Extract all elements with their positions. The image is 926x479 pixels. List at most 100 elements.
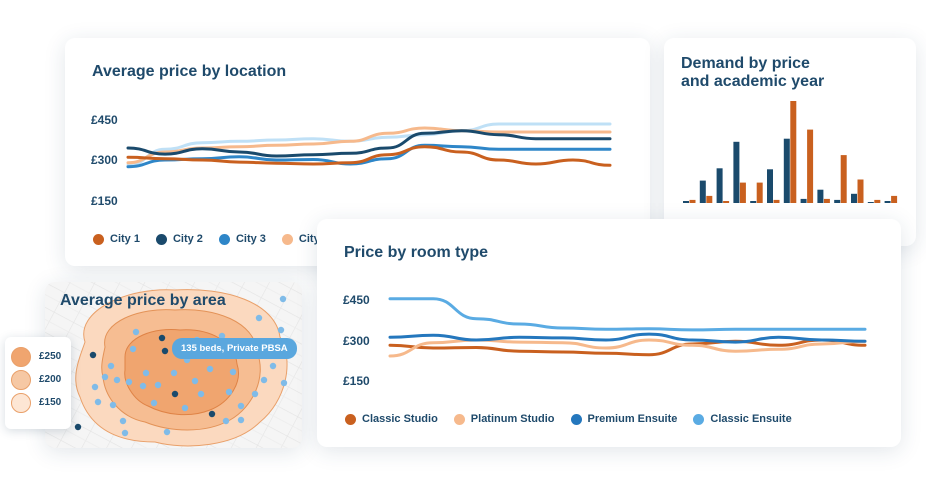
map-pin-40[interactable] [237,416,245,424]
map-pin-38[interactable] [74,423,82,431]
map-pin-15[interactable] [125,378,133,386]
map-pin-26[interactable] [150,399,158,407]
map-pin-41[interactable] [91,383,99,391]
demand-bar-2025-26-4 [739,182,746,203]
legend-platinum-studio-dot [453,413,465,425]
demand-bar-2024-25-8 [800,198,807,203]
legend-premium-ensuite-label: Premium Ensuite [587,413,678,425]
room-series-line-1 [388,338,867,357]
demand-bar-2025-26-5 [756,182,763,203]
location-legend: City 1 City 2 City 3 City 4 [93,233,345,245]
demand-bar-2024-25-1 [683,201,689,203]
map-pin-8[interactable] [132,328,140,336]
legend-classic-studio-dot [345,413,356,425]
map-pin-16[interactable] [113,376,121,384]
room-chart-card: Price by room type £450 £300 £150 Classi… [317,219,901,447]
map-pin-34[interactable] [94,398,102,406]
demand-bar-2024-25-4 [733,141,740,203]
map-pin-33[interactable] [269,362,277,370]
map-pin-7[interactable] [158,334,166,342]
legend-city-2: City 2 [155,233,203,245]
map-legend: £250 £200 £150 [5,337,71,429]
map-pin-35[interactable] [109,401,117,409]
demand-chart-title-line1: Demand by price [681,55,810,72]
map-pin-17[interactable] [101,373,109,381]
map-pin-19[interactable] [154,381,162,389]
demand-bar-2025-26-1 [689,199,696,203]
map-pin-1[interactable] [279,295,287,303]
map-pin-20[interactable] [191,377,199,385]
legend-city-3: City 3 [218,233,266,245]
map-pins [74,295,288,437]
demand-bar-2024-25-2 [699,180,706,203]
map-pin-12[interactable] [161,347,169,355]
legend-city-1-label: City 1 [110,233,140,245]
map-pin-32[interactable] [280,379,288,387]
demand-bar-2025-26-12 [874,199,881,203]
legend-city-2-label: City 2 [172,233,203,245]
map-pin-18[interactable] [139,382,147,390]
legend-platinum-studio-label: Platinum Studio [470,413,555,425]
map-pin-4[interactable] [218,332,226,340]
map-legend-250-swatch [11,346,31,367]
demand-bar-2025-26-6 [773,199,780,203]
legend-platinum-studio: Platinum Studio [453,413,555,425]
room-ytick-300: £300 [343,334,370,348]
demand-bar-2024-25-7 [783,138,790,203]
map-pin-9[interactable] [129,345,137,353]
demand-bar-2025-26-9 [823,198,830,203]
map-pin-28[interactable] [208,410,216,418]
map-pin-31[interactable] [260,376,268,384]
demand-bar-2025-26-8 [807,129,814,203]
map-pin-42[interactable] [222,417,230,425]
demand-bar-2024-25-6 [767,169,773,203]
map-pin-30[interactable] [251,390,259,398]
map-pin-29[interactable] [237,402,245,410]
legend-city-3-dot [218,233,230,245]
map-legend-150-label: £150 [39,397,62,408]
map-pin-39[interactable] [163,428,171,436]
legend-classic-ensuite-label: Classic Ensuite [710,413,792,425]
map-pin-3[interactable] [255,314,263,322]
legend-city-2-dot [155,233,167,245]
location-ytick-150: £150 [91,194,118,208]
map-pin-22[interactable] [229,368,237,376]
legend-classic-studio: Classic Studio [345,413,438,425]
map-pin-2[interactable] [277,326,285,334]
map-pin-36[interactable] [121,429,129,437]
map-pin-25[interactable] [171,390,179,398]
legend-city-1: City 1 [93,233,140,245]
room-chart-title: Price by room type [344,244,489,261]
demand-bar-2025-26-2 [706,195,713,203]
map-pin-11[interactable] [107,362,115,370]
map-pin-13[interactable] [170,369,178,377]
demand-bar-2024-25-5 [750,201,757,203]
legend-city-3-label: City 3 [235,233,266,245]
room-ytick-450: £450 [343,293,370,307]
location-chart-title: Average price by location [92,63,287,80]
map-pin-23[interactable] [225,388,233,396]
map-title: Average price by area [60,292,226,309]
legend-classic-studio-label: Classic Studio [362,413,438,425]
demand-bar-2025-26-10 [840,155,847,203]
demand-bar-2024-25-9 [817,189,824,203]
location-ytick-300: £300 [91,153,118,167]
location-line-chart [126,122,612,169]
map-pin-27[interactable] [181,404,189,412]
demand-bar-2025-26-3 [723,201,730,203]
map-pin-10[interactable] [89,351,97,359]
demand-bar-2024-25-12 [867,202,874,203]
location-series-line-2 [126,129,612,158]
demand-bar-2024-25-13 [884,201,891,203]
demand-bar-2025-26-13 [891,195,898,203]
map-card: Average price by area [45,282,302,448]
legend-classic-ensuite-dot [693,413,705,425]
map-legend-250-label: £250 [39,351,62,362]
map-pin-14[interactable] [142,369,150,377]
map-legend-200-swatch [11,369,31,390]
demand-chart-title-line2: and academic year [681,73,825,90]
map-pin-21[interactable] [206,365,214,373]
map-legend-250: £250 [11,345,71,368]
map-pin-37[interactable] [119,417,127,425]
map-pin-24[interactable] [197,390,205,398]
